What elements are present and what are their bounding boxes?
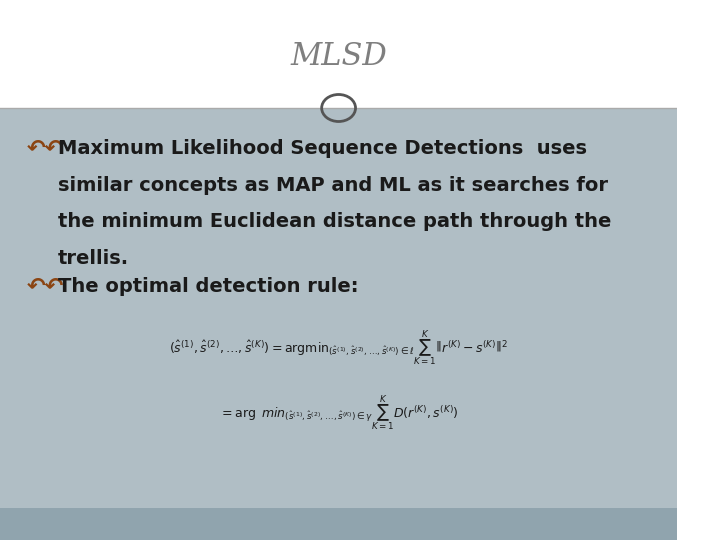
Text: $= \arg\ min_{(\hat{s}^{(1)}, \hat{s}^{(2)}, \ldots, \hat{s}^{(K)}) \in \gamma} : $= \arg\ min_{(\hat{s}^{(1)}, \hat{s}^{(…: [219, 393, 459, 433]
Text: MLSD: MLSD: [290, 41, 387, 72]
Text: $(\hat{s}^{(1)}, \hat{s}^{(2)}, \ldots, \hat{s}^{(K)}) = \mathrm{argmin}_{(\hat{: $(\hat{s}^{(1)}, \hat{s}^{(2)}, \ldots, …: [169, 328, 508, 368]
Text: the minimum Euclidean distance path through the: the minimum Euclidean distance path thro…: [58, 212, 611, 232]
FancyBboxPatch shape: [0, 508, 678, 540]
FancyBboxPatch shape: [0, 108, 678, 508]
Text: Maximum Likelihood Sequence Detections  uses: Maximum Likelihood Sequence Detections u…: [58, 139, 587, 158]
Text: trellis.: trellis.: [58, 249, 129, 268]
Text: ↶↶: ↶↶: [27, 138, 64, 159]
FancyBboxPatch shape: [0, 0, 678, 108]
Text: similar concepts as MAP and ML as it searches for: similar concepts as MAP and ML as it sea…: [58, 176, 608, 195]
Text: ↶↶: ↶↶: [27, 276, 64, 296]
Text: The optimal detection rule:: The optimal detection rule:: [58, 276, 358, 296]
